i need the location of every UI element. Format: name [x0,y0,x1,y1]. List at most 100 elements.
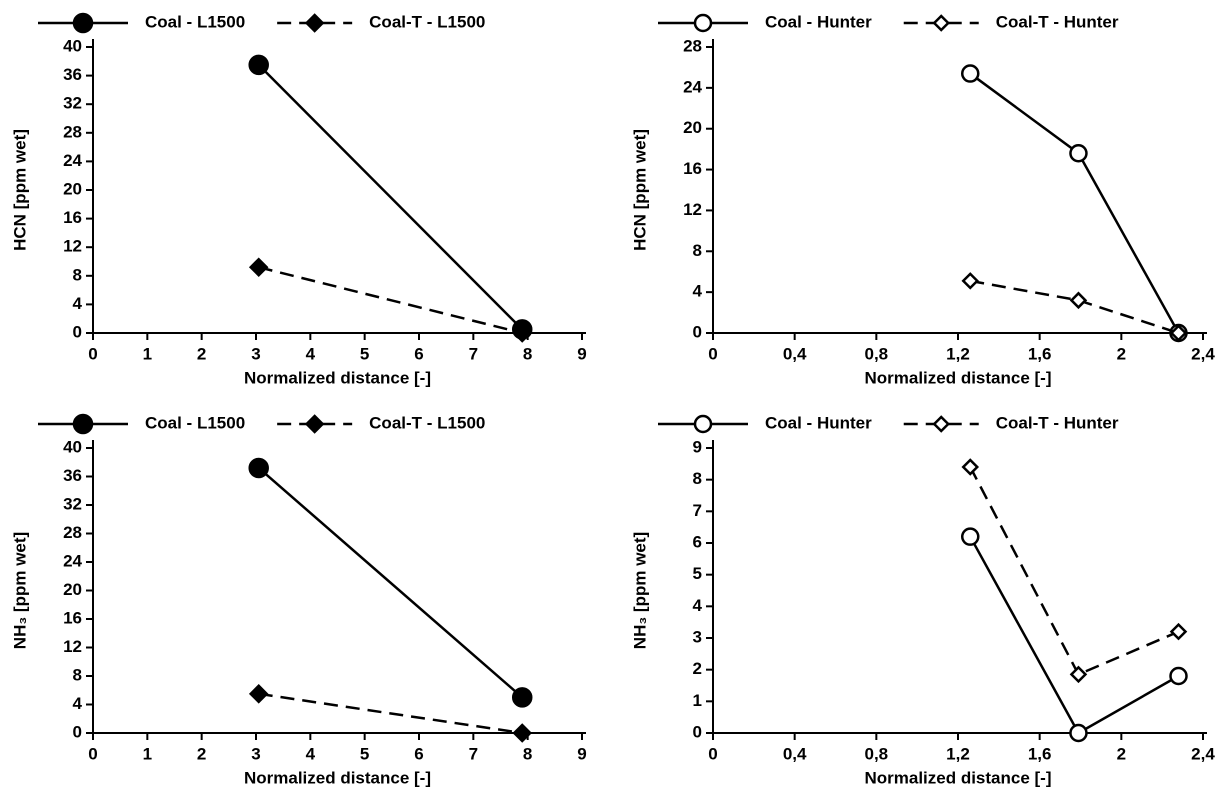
y-tick-label: 28 [63,122,82,141]
x-tick-label: 0,4 [783,744,807,763]
series-line [969,466,1179,677]
marker [1169,324,1188,342]
marker [961,527,980,546]
y-tick-label: 32 [63,94,82,113]
series-line [970,279,1179,335]
marker [248,684,269,704]
x-tick-label: 2 [1117,344,1126,363]
legend-marker [72,413,94,435]
marker [1169,622,1188,641]
x-tick-label: 1 [143,344,152,363]
y-tick-label: 16 [63,208,82,227]
marker [511,687,533,708]
y-tick-label: 0 [73,722,82,741]
y-axis-label: NH₃ [ppm wet] [10,532,29,649]
series-line [258,266,523,335]
marker [961,458,980,476]
legend-label: Coal-T - L1500 [369,12,485,31]
y-tick-label: 4 [693,596,703,615]
legend-marker [932,415,951,433]
x-tick-label: 1,6 [1028,744,1052,763]
series-line [257,63,524,331]
legend-label: Coal-T - L1500 [369,413,485,432]
legend-label: Coal - L1500 [145,12,245,31]
x-axis-label: Normalized distance [-] [244,368,431,387]
y-tick-label: 16 [63,608,82,627]
x-tick-label: 7 [469,344,478,363]
x-tick-label: 4 [306,744,316,763]
x-tick-label: 9 [577,744,586,763]
x-tick-label: 1,2 [946,744,970,763]
series-line [969,72,1180,334]
legend-marker [304,414,325,434]
x-tick-label: 8 [523,744,532,763]
x-tick-label: 1,6 [1028,344,1052,363]
x-tick-label: 0,4 [783,344,807,363]
legend-marker [932,14,951,32]
y-tick-label: 8 [693,469,702,488]
x-tick-label: 2 [197,744,206,763]
marker [1069,291,1088,310]
marker [248,457,269,479]
y-tick-label: 3 [693,627,702,646]
marker [1069,143,1088,163]
marker [961,64,980,83]
y-tick-label: 20 [63,580,82,599]
marker [248,54,269,76]
y-axis-label: HCN [ppm wet] [630,129,649,251]
legend-marker [693,13,713,33]
x-tick-label: 3 [251,344,260,363]
y-tick-label: 4 [73,694,83,713]
y-tick-label: 6 [693,532,702,551]
x-tick-label: 0,8 [865,344,889,363]
marker [512,323,533,343]
x-tick-label: 1,2 [946,344,970,363]
marker [961,272,980,290]
y-tick-label: 12 [683,200,702,219]
x-tick-label: 6 [414,744,423,763]
x-tick-label: 9 [577,344,586,363]
y-tick-label: 40 [63,437,82,456]
y-tick-label: 8 [693,241,702,260]
x-tick-label: 5 [360,744,369,763]
y-tick-label: 7 [693,501,702,520]
x-tick-label: 0 [88,744,97,763]
y-tick-label: 20 [683,118,702,137]
x-axis-label: Normalized distance [-] [864,368,1051,387]
series-line [257,467,524,699]
marker [1069,723,1088,743]
y-tick-label: 4 [73,294,83,313]
legend-label: Coal - Hunter [765,413,872,432]
y-tick-label: 40 [63,36,82,55]
y-tick-label: 5 [693,564,702,583]
y-tick-label: 16 [683,159,702,178]
y-tick-label: 24 [63,151,82,170]
x-tick-label: 0 [708,744,717,763]
y-tick-label: 12 [63,637,82,656]
x-tick-label: 0 [88,344,97,363]
legend-marker [304,13,325,33]
x-tick-label: 0 [708,344,717,363]
y-tick-label: 8 [73,265,82,284]
y-tick-label: 9 [693,437,702,456]
series-line [258,692,523,735]
y-tick-label: 8 [73,665,82,684]
y-tick-label: 1 [693,691,702,710]
y-axis-label: HCN [ppm wet] [10,129,29,251]
legend-marker [693,414,713,434]
series-line [969,536,1180,735]
x-tick-label: 2 [197,344,206,363]
x-axis-label: Normalized distance [-] [244,768,431,787]
marker [1169,666,1188,686]
x-tick-label: 8 [523,344,532,363]
y-tick-label: 20 [63,179,82,198]
x-tick-label: 0,8 [865,744,889,763]
y-tick-label: 2 [693,659,702,678]
x-tick-label: 2,4 [1191,344,1215,363]
legend-label: Coal-T - Hunter [996,413,1119,432]
y-tick-label: 24 [63,551,82,570]
y-tick-label: 4 [693,282,703,301]
y-tick-label: 0 [693,722,702,741]
y-tick-label: 0 [693,322,702,341]
